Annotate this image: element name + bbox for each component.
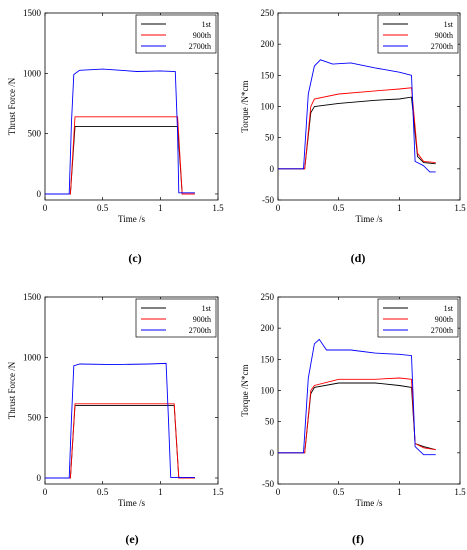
- series-line-1st: [45, 125, 195, 195]
- legend-box: [377, 298, 459, 338]
- legend-box: [377, 14, 459, 54]
- y-tick-label: 1500: [23, 292, 42, 302]
- x-tick-label: 1: [397, 487, 402, 497]
- y-tick-label: 150: [261, 354, 275, 364]
- x-tick-label: 0: [276, 203, 281, 213]
- x-tick-label: 1.5: [212, 487, 224, 497]
- series-line-1st: [45, 405, 195, 479]
- chart-panel-e: 0 0.5 1 1.5 0 500 1000 1500 Time /s Thrust Force …: [7, 292, 224, 546]
- y-tick-label: 200: [261, 39, 275, 49]
- y-tick-label: 1500: [23, 8, 42, 18]
- legend-label: 2700th: [189, 326, 211, 335]
- x-tick-label: 0: [43, 203, 48, 213]
- x-tick-label: 0.5: [97, 203, 109, 213]
- y-tick-label: -50: [262, 195, 274, 205]
- x-axis-label: Time /s: [118, 214, 145, 224]
- series-line-900th: [278, 377, 436, 454]
- y-tick-label: 50: [265, 133, 275, 143]
- y-tick-label: 1000: [23, 68, 42, 78]
- y-tick-label: 0: [270, 164, 275, 174]
- y-axis-label: Torque /N*cm: [240, 80, 250, 132]
- series-line-2700th: [278, 338, 436, 456]
- y-tick-label: 200: [261, 323, 275, 333]
- x-axis-label: Time /s: [356, 498, 383, 508]
- y-axis-label: Torque /N*cm: [240, 364, 250, 416]
- y-tick-label: 100: [261, 386, 275, 396]
- x-tick-label: 0.5: [333, 487, 345, 497]
- legend-label: 1st: [444, 304, 454, 313]
- y-tick-label: 1000: [23, 352, 42, 362]
- y-tick-label: 0: [37, 473, 42, 483]
- legend-label: 1st: [202, 304, 212, 313]
- x-tick-label: 0: [43, 487, 48, 497]
- x-tick-label: 1.5: [454, 203, 466, 213]
- x-tick-label: 0.5: [333, 203, 345, 213]
- y-axis-label: Thrust Force /N: [7, 361, 17, 419]
- legend-label: 1st: [202, 20, 212, 29]
- legend-label: 2700th: [189, 42, 211, 51]
- y-tick-label: 100: [261, 102, 275, 112]
- series-line-2700th: [45, 362, 195, 479]
- legend-label: 2700th: [431, 42, 453, 51]
- legend-label: 2700th: [431, 326, 453, 335]
- plot-frame: [44, 12, 219, 201]
- y-tick-label: 50: [265, 417, 275, 427]
- plot-frame: [44, 296, 219, 485]
- series-line-900th: [278, 87, 436, 170]
- x-tick-label: 1: [158, 487, 163, 497]
- panel-label: (c): [128, 251, 141, 265]
- x-axis-label: Time /s: [118, 498, 145, 508]
- y-tick-label: 500: [28, 129, 42, 139]
- legend-label: 900th: [435, 315, 453, 324]
- series-line-2700th: [45, 68, 195, 195]
- series-line-900th: [45, 403, 195, 479]
- legend-label: 900th: [193, 31, 211, 40]
- panel-label: (f): [352, 532, 364, 546]
- x-tick-label: 0: [276, 487, 281, 497]
- legend-label: 900th: [435, 31, 453, 40]
- y-tick-label: 150: [261, 70, 275, 80]
- x-tick-label: 0.5: [97, 487, 109, 497]
- series-line-1st: [278, 96, 436, 170]
- y-tick-label: 250: [261, 292, 275, 302]
- x-tick-label: 1: [397, 203, 402, 213]
- legend-box: [135, 298, 217, 338]
- legend-label: 900th: [193, 315, 211, 324]
- y-axis-label: Thrust Force /N: [7, 77, 17, 135]
- panel-label: (d): [351, 251, 366, 265]
- x-tick-label: 1.5: [212, 203, 224, 213]
- panel-label: (e): [125, 532, 138, 546]
- series-line-900th: [45, 116, 195, 195]
- legend-label: 1st: [444, 20, 454, 29]
- y-tick-label: 500: [28, 413, 42, 423]
- x-axis-label: Time /s: [356, 214, 383, 224]
- series-line-2700th: [278, 59, 436, 173]
- chart-panel-c: 0 0.5 1 1.5 0 500 1000 1500 Time /s Thrust Force …: [7, 8, 224, 265]
- x-tick-label: 1.5: [454, 487, 466, 497]
- y-tick-label: 0: [37, 189, 42, 199]
- y-tick-label: -50: [262, 479, 274, 489]
- x-tick-label: 1: [158, 203, 163, 213]
- legend-box: [135, 14, 217, 54]
- y-tick-label: 250: [261, 8, 275, 18]
- y-tick-label: 0: [270, 448, 275, 458]
